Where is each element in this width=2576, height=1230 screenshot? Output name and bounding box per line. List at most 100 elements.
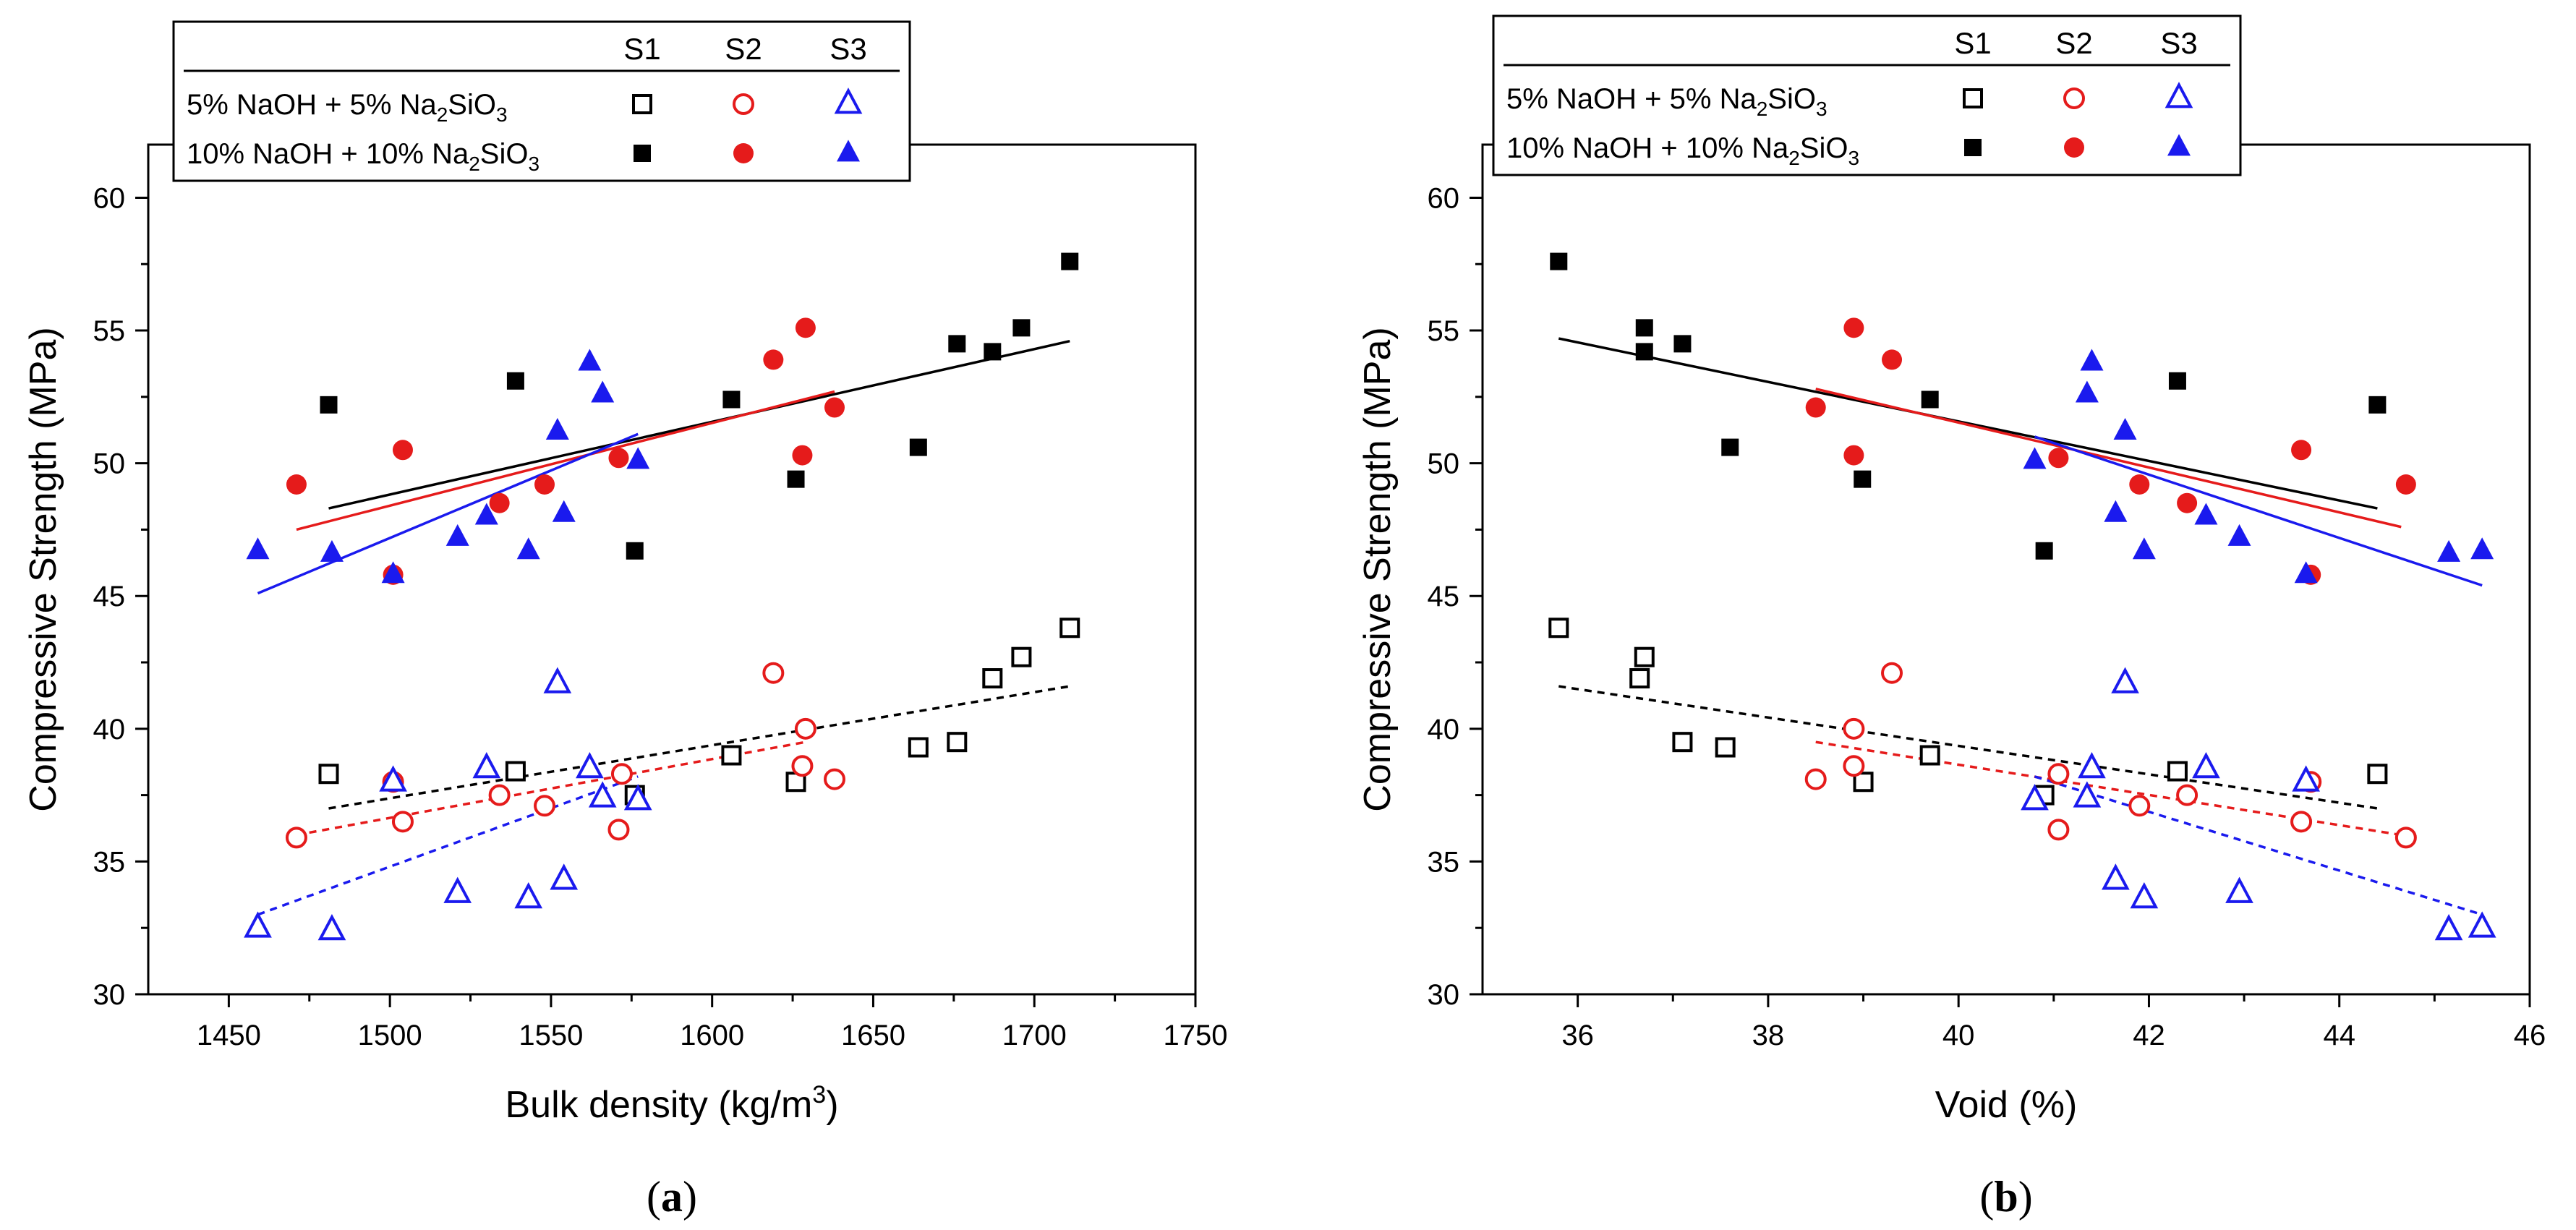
point-s3-open	[550, 863, 579, 890]
point-s2-open	[1843, 717, 1865, 740]
point-s3-open	[2192, 752, 2220, 779]
fit-line-s2-filled	[1815, 388, 2402, 529]
point-s1-filled	[2035, 542, 2053, 560]
point-s3-filled	[246, 537, 270, 560]
point-s1-open	[1059, 618, 1080, 639]
point-s3-open	[2111, 667, 2139, 693]
point-s2-filled	[2291, 440, 2312, 461]
point-s1-open	[318, 764, 339, 785]
point-s1-filled	[1854, 470, 1872, 488]
legend-frame	[1492, 14, 2242, 176]
point-s3-filled	[516, 537, 540, 560]
point-s1-open	[982, 668, 1003, 689]
point-s2-filled	[2177, 492, 2198, 513]
point-s3-filled	[320, 539, 344, 562]
panel-a: 1450 1500 1550 1600 1650 1700 1750 30 35 40 45 50 55…	[22, 20, 1228, 1221]
point-s3-open	[317, 914, 346, 941]
point-s1-filled	[2168, 372, 2186, 390]
point-s1-filled	[1635, 319, 1653, 337]
point-s1-filled	[506, 372, 524, 390]
point-s2-open	[762, 662, 785, 684]
point-s2-open	[488, 784, 511, 806]
point-s2-filled	[2129, 474, 2150, 495]
point-s3-open	[472, 752, 501, 779]
point-s3-filled	[626, 447, 650, 469]
point-s1-filled	[1921, 390, 1939, 409]
y-tick-label: 35	[1428, 846, 1460, 878]
point-s3-filled	[2104, 500, 2128, 522]
x-axis-title: Bulk density (kg/m3)	[505, 1081, 838, 1126]
point-s1-open	[947, 732, 968, 753]
legend-label: 10% NaOH + 10% Na2SiO3	[1506, 132, 1859, 169]
point-s3-filled	[552, 500, 576, 522]
point-s2-filled	[795, 317, 816, 338]
x-tick-label: 46	[2514, 1020, 2546, 1051]
y-tick-label: 30	[1428, 979, 1460, 1011]
fit-line-s1-filled	[328, 340, 1070, 510]
point-s1-open	[1672, 732, 1693, 753]
point-s2-open	[823, 768, 845, 790]
point-s1-filled	[787, 470, 805, 488]
fit-line-s1-filled	[1558, 337, 2378, 510]
legend-label: 5% NaOH + 5% Na2SiO3	[1506, 83, 1827, 120]
point-s2-open	[2290, 811, 2313, 833]
point-s1-filled	[2368, 396, 2387, 414]
legend-header: S3	[2160, 26, 2197, 60]
point-s2-open	[1843, 755, 1865, 777]
point-s3-open	[588, 781, 617, 808]
legend-marker-s3	[837, 140, 860, 162]
point-s1-open	[908, 737, 929, 758]
point-s1-open	[505, 761, 526, 782]
legend-marker-s2	[2064, 137, 2084, 158]
y-tick-label: 55	[1428, 315, 1460, 347]
y-tick-label: 35	[93, 846, 126, 878]
point-s1-filled	[984, 343, 1002, 361]
point-s2-open	[285, 827, 307, 849]
point-s2-filled	[608, 448, 629, 469]
point-s1-open	[2167, 761, 2188, 782]
point-s2-filled	[763, 349, 784, 370]
point-s1-open	[1715, 737, 1736, 758]
legend-marker-s1	[632, 94, 652, 114]
point-s2-filled	[1843, 317, 1864, 338]
legend-frame	[172, 20, 911, 182]
point-s1-filled	[1635, 343, 1653, 361]
x-tick-label: 44	[2323, 1020, 2355, 1051]
point-s3-open	[2468, 911, 2496, 938]
fit-line-s2-filled	[296, 390, 835, 531]
point-s1-filled	[1012, 319, 1031, 337]
x-tick-label: 40	[1942, 1020, 1975, 1051]
point-s3-filled	[2132, 537, 2156, 560]
y-tick-label: 60	[93, 182, 126, 214]
x-tick-label: 1750	[1164, 1020, 1228, 1051]
y-tick-label: 60	[1428, 182, 1460, 214]
fit-line-s3-open	[2034, 775, 2483, 916]
point-s3-open	[2292, 765, 2320, 792]
point-s1-open	[1629, 668, 1650, 689]
fit-line-s3-open	[257, 775, 639, 916]
point-s1-open	[1634, 646, 1655, 667]
point-s2-filled	[489, 492, 510, 513]
legend: S1 S2 S3 5% NaOH + 5% Na2SiO3 10% NaOH + 10%…	[1492, 14, 2242, 176]
point-s3-filled	[2023, 447, 2047, 469]
point-s3-open	[2225, 876, 2253, 903]
point-s3-open	[543, 667, 572, 693]
x-tick-label: 38	[1752, 1020, 1785, 1051]
point-s2-filled	[286, 474, 307, 495]
point-s2-open	[791, 755, 814, 777]
point-s1-filled	[948, 335, 966, 353]
point-s3-filled	[2470, 537, 2494, 560]
x-tick-label: 1500	[358, 1020, 422, 1051]
point-s3-filled	[2113, 417, 2137, 440]
y-tick-label: 55	[93, 315, 126, 347]
point-s3-filled	[578, 349, 602, 371]
point-s2-open	[2047, 819, 2070, 841]
point-s1-filled	[1061, 252, 1079, 270]
point-s3-open	[2021, 784, 2049, 811]
panel-caption: (a)	[647, 1173, 697, 1221]
point-s3-filled	[591, 380, 615, 403]
point-s1-filled	[909, 438, 927, 456]
point-s3-filled	[2080, 349, 2104, 371]
point-s2-open	[2394, 827, 2417, 849]
